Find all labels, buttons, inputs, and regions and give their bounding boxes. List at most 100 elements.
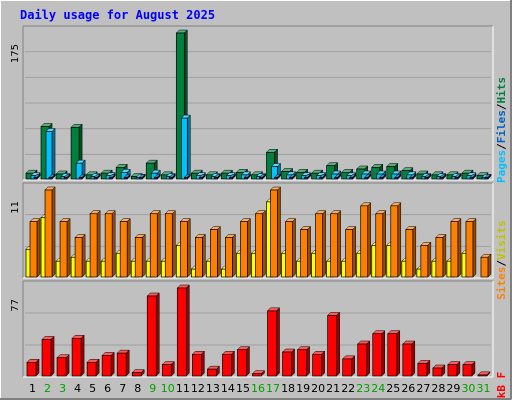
y-max-label: 175 — [10, 44, 21, 63]
legend-item: Files — [495, 110, 508, 143]
bar-kbytes — [327, 311, 341, 377]
bar-files — [285, 171, 297, 180]
bar-sites — [104, 210, 116, 278]
x-tick-label: 15 — [236, 382, 250, 395]
bar-sites — [284, 218, 297, 278]
legend-item: Pages — [495, 150, 508, 183]
bar-pages — [138, 173, 146, 180]
legend-kbytes: kB F — [495, 372, 508, 399]
bar-pages — [379, 173, 387, 180]
bar-pages — [454, 173, 462, 180]
x-tick-label: 28 — [431, 382, 445, 395]
x-axis-labels: 1 2 3 4 5 6 7 8 9 10 11 12 13 14 15 16 17 18 19 20 21 22 23 24 2… — [29, 382, 490, 395]
x-tick-label: 7 — [119, 382, 126, 395]
legend-item: kB F — [495, 372, 508, 399]
bar-kbytes — [221, 350, 236, 377]
bar-kbytes — [266, 307, 281, 377]
chart-title: Daily usage for August 2025 — [20, 8, 215, 22]
bar-pages — [334, 173, 342, 180]
bar-kbytes — [462, 360, 476, 377]
x-tick-label: 8 — [134, 382, 141, 395]
chart-panel-visits-sites: 11 Sites/Visits — [10, 182, 508, 300]
x-tick-label: 2 — [44, 382, 51, 395]
bar-kbytes — [131, 368, 145, 377]
bar-pages — [33, 173, 41, 180]
bar-sites — [44, 186, 56, 278]
bar-kbytes — [402, 340, 416, 377]
bar-kbytes — [417, 359, 431, 377]
bar-sites — [269, 186, 282, 278]
bar-kbytes — [101, 351, 115, 377]
bar-sites — [450, 218, 462, 278]
bar-files — [45, 127, 56, 180]
bar-kbytes — [191, 350, 205, 377]
bar-sites — [465, 218, 477, 278]
x-tick-label: 1 — [29, 382, 36, 395]
chart-panel-kbytes: 77 kB F — [10, 280, 508, 399]
bar-sites — [315, 210, 327, 278]
legend-item: / — [495, 143, 508, 150]
bar-kbytes — [41, 335, 55, 377]
bar-kbytes — [447, 360, 461, 377]
bar-kbytes — [357, 340, 371, 377]
bar-pages — [288, 173, 297, 180]
bar-sites — [390, 202, 402, 278]
legend-item: Visits — [495, 220, 508, 260]
bar-pages — [108, 173, 116, 180]
bar-sites — [149, 210, 161, 278]
x-tick-label: 20 — [311, 382, 325, 395]
x-tick-label: 14 — [221, 382, 235, 395]
bar-pages — [228, 173, 237, 180]
bar-kbytes — [251, 370, 266, 377]
x-tick-label: 22 — [341, 382, 355, 395]
bar-pages — [243, 173, 252, 180]
bar-sites — [360, 202, 372, 278]
bar-kbytes — [146, 292, 160, 377]
bar-sites — [74, 233, 86, 278]
x-tick-label: 13 — [206, 382, 220, 395]
bar-sites — [435, 233, 447, 278]
bar-sites — [89, 210, 101, 278]
x-tick-label: 24 — [371, 382, 385, 395]
bar-kbytes — [432, 364, 446, 377]
bar-pages — [153, 173, 161, 180]
legend-item: / — [495, 260, 508, 267]
bar-pages — [123, 173, 131, 180]
bar-sites — [59, 218, 71, 278]
bar-pages — [198, 173, 206, 180]
bar-kbytes — [342, 355, 356, 377]
bar-pages — [364, 173, 372, 180]
x-tick-label: 6 — [104, 382, 111, 395]
bar-kbytes — [26, 358, 40, 377]
bar-sites — [194, 233, 206, 278]
bar-pages — [258, 173, 267, 180]
bar-pages — [93, 173, 101, 180]
x-tick-label: 18 — [281, 382, 295, 395]
bar-kbytes — [312, 350, 326, 377]
bar-sites — [209, 225, 221, 278]
bar-pages — [394, 173, 402, 180]
x-tick-label: 23 — [356, 382, 370, 395]
bar-kbytes — [71, 334, 85, 377]
bar-pages — [409, 173, 417, 180]
bar-sites — [254, 210, 267, 278]
bar-kbytes — [372, 330, 386, 377]
bar-sites — [375, 210, 387, 278]
bar-pages — [213, 173, 221, 180]
bar-kbytes — [387, 330, 401, 377]
bar-sites — [239, 218, 252, 278]
bar-pages — [469, 173, 477, 180]
x-tick-label: 4 — [74, 382, 81, 395]
legend-visits-sites: Sites/Visits — [495, 220, 508, 300]
x-tick-label: 11 — [176, 382, 190, 395]
bar-sites — [119, 218, 131, 278]
x-tick-label: 3 — [59, 382, 66, 395]
bar-kbytes — [477, 371, 491, 377]
x-tick-label: 10 — [161, 382, 175, 395]
bar-kbytes — [206, 365, 220, 377]
bar-sites — [330, 210, 342, 278]
y-max-label: 11 — [10, 201, 21, 214]
